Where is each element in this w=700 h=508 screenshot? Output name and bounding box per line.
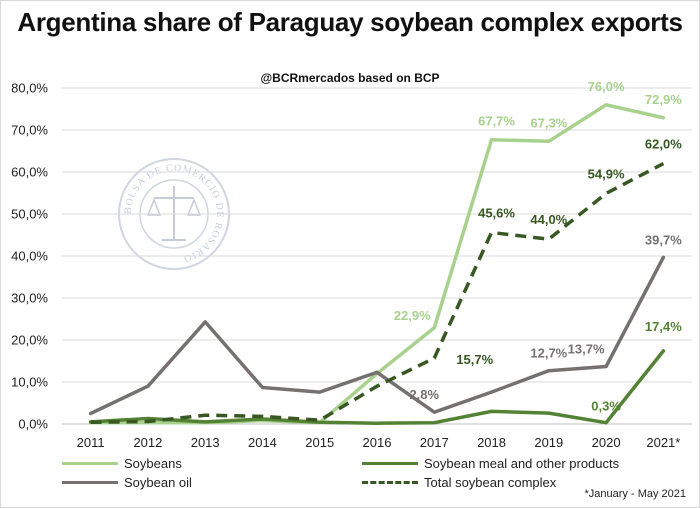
legend-swatch-soybean-oil — [62, 481, 118, 484]
series-line-total-soybean-complex — [90, 162, 665, 425]
legend-label-soybeans: Soybeans — [124, 456, 182, 471]
y-tick-label: 10,0% — [11, 375, 48, 390]
data-label: 0,3% — [591, 399, 621, 414]
data-label: 45,6% — [478, 205, 515, 220]
y-tick-label: 80,0% — [11, 81, 48, 96]
y-tick-label: 60,0% — [11, 165, 48, 180]
y-tick-label: 40,0% — [11, 249, 48, 264]
series-lines — [88, 103, 666, 425]
x-tick-label: 2017 — [420, 435, 449, 450]
data-labels: 22,9% 67,7% 67,3% 76,0% 72,9% 2,8% 12,7% 13,7% 3… — [394, 79, 682, 414]
data-label: 17,4% — [645, 319, 682, 334]
chart-subtitle: @BCRmercados based on BCP — [260, 71, 440, 85]
data-label: 62,0% — [645, 137, 682, 152]
series-line-soybean-meal-and-other-products — [88, 349, 666, 425]
legend-item-soybean-oil: Soybean oil — [62, 475, 192, 490]
data-label: 72,9% — [645, 92, 682, 107]
x-tick-label: 2016 — [363, 435, 392, 450]
legend-item-total-soybean-complex: Total soybean complex — [362, 475, 556, 490]
data-label: 67,7% — [478, 114, 515, 129]
x-tick-label: 2011 — [77, 435, 105, 450]
legend-swatch-total-soybean-complex — [362, 481, 418, 484]
y-tick-label: 50,0% — [11, 207, 48, 222]
x-tick-label: 2020 — [592, 435, 621, 450]
data-label: 2,8% — [409, 387, 439, 402]
data-label: 76,0% — [588, 79, 625, 94]
x-tick-label: 2015 — [305, 435, 334, 450]
x-tick-label: 2012 — [133, 435, 162, 450]
legend-label-soybean-oil: Soybean oil — [124, 475, 192, 490]
data-label: 67,3% — [530, 115, 567, 130]
x-tick-label: 2021* — [646, 435, 680, 450]
y-tick-label: 0,0% — [18, 417, 48, 432]
series-line-soybean-oil — [88, 255, 666, 416]
x-tick-label: 2013 — [191, 435, 220, 450]
legend-swatch-soybean-meal — [362, 462, 418, 465]
legend-item-soybeans: Soybeans — [62, 456, 182, 471]
chart-title: Argentina share of Paraguay soybean comp… — [17, 7, 683, 37]
x-axis: 2011 2012 2013 2014 2015 2016 2017 2018 2019 2020… — [77, 435, 681, 450]
y-tick-label: 70,0% — [11, 123, 48, 138]
data-label: 39,7% — [645, 232, 682, 247]
data-label: 12,7% — [530, 346, 567, 361]
legend-item-soybean-meal: Soybean meal and other products — [362, 456, 619, 471]
data-label: 44,0% — [530, 212, 567, 227]
data-label: 22,9% — [394, 308, 431, 323]
series-line-soybeans — [88, 103, 666, 425]
legend-swatch-soybeans — [62, 462, 118, 465]
data-label: 13,7% — [568, 341, 605, 356]
y-tick-label: 20,0% — [11, 333, 48, 348]
x-tick-label: 2014 — [248, 435, 277, 450]
legend-label-total-soybean-complex: Total soybean complex — [424, 475, 557, 490]
x-tick-label: 2018 — [477, 435, 506, 450]
gridlines — [62, 87, 692, 425]
legend-label-soybean-meal: Soybean meal and other products — [424, 456, 620, 471]
data-label: 54,9% — [588, 166, 625, 181]
y-tick-label: 30,0% — [11, 291, 48, 306]
x-tick-label: 2019 — [534, 435, 563, 450]
footnote: *January - May 2021 — [584, 488, 687, 500]
y-axis: 0,0% 10,0% 20,0% 30,0% 40,0% 50,0% 60,0% 70,0% 8… — [11, 81, 48, 432]
data-label: 15,7% — [456, 352, 493, 367]
